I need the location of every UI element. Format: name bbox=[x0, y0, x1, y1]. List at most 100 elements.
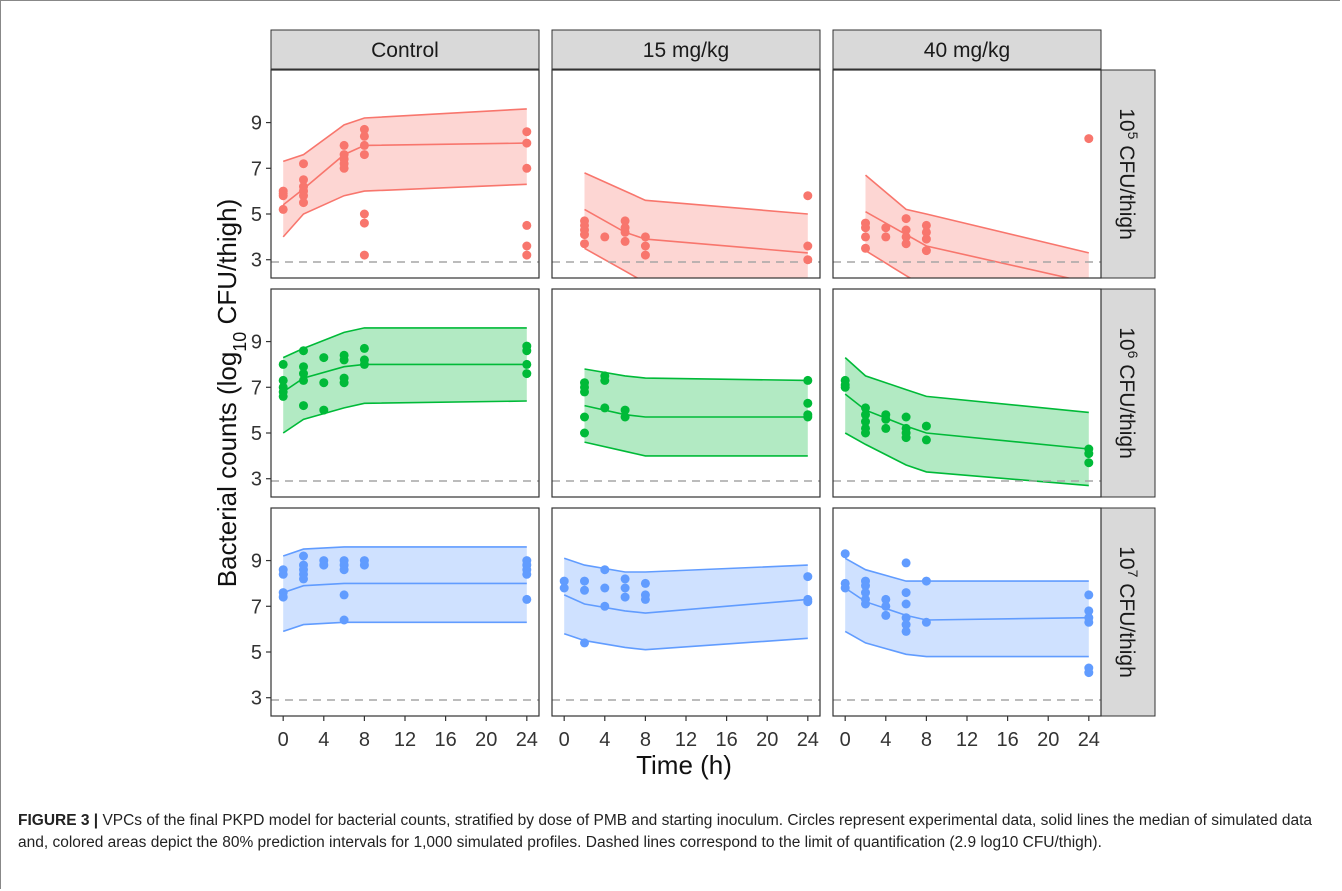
y-tick-label: 9 bbox=[251, 551, 262, 573]
data-point bbox=[921, 435, 931, 445]
data-point bbox=[299, 362, 308, 372]
lower-line bbox=[282, 400, 527, 434]
prediction-interval-band bbox=[564, 558, 808, 650]
x-tick-label: 20 bbox=[756, 729, 778, 751]
data-point bbox=[600, 375, 610, 385]
data-point bbox=[803, 255, 813, 265]
column-strip-2 bbox=[832, 29, 1102, 70]
row-strip-label-rest: CFU/thigh bbox=[1115, 139, 1138, 239]
y-axis-title-sub: 10 bbox=[230, 332, 250, 352]
x-tick-label: 24 bbox=[1078, 729, 1100, 751]
data-point bbox=[861, 428, 870, 438]
data-point bbox=[640, 594, 650, 604]
median-line bbox=[282, 363, 527, 393]
data-point bbox=[921, 227, 931, 237]
data-point bbox=[359, 218, 369, 228]
panel-plot-area bbox=[552, 557, 820, 701]
panel-background bbox=[552, 508, 820, 716]
data-point bbox=[861, 417, 870, 427]
data-point bbox=[840, 382, 850, 392]
data-point bbox=[522, 359, 532, 369]
data-point bbox=[339, 163, 349, 173]
panel-r2-c2: 0 4 8 12 16 20 24 bbox=[832, 507, 1102, 751]
data-point bbox=[1084, 606, 1094, 616]
data-point bbox=[861, 599, 870, 609]
panel-r1-c0: 3 5 7 9 bbox=[251, 288, 540, 498]
data-point bbox=[803, 241, 813, 251]
data-point bbox=[359, 209, 369, 219]
lower-line bbox=[865, 249, 912, 278]
panel-plot-area bbox=[833, 357, 1101, 487]
data-point bbox=[319, 353, 329, 363]
data-point bbox=[803, 572, 813, 582]
data-point bbox=[1084, 617, 1094, 627]
lower-line bbox=[844, 630, 1089, 658]
panel-plot-area bbox=[552, 368, 820, 482]
lower-line bbox=[563, 632, 808, 651]
data-point bbox=[299, 159, 308, 169]
data-point bbox=[299, 574, 308, 584]
data-point bbox=[522, 594, 532, 604]
data-point bbox=[881, 414, 891, 424]
y-tick-label: 5 bbox=[251, 642, 262, 664]
y-tick-label: 5 bbox=[251, 423, 262, 445]
data-point bbox=[803, 191, 813, 201]
row-strip-label-exp: 7 bbox=[1125, 570, 1141, 578]
y-tick-label: 9 bbox=[251, 332, 262, 354]
row-strip-label-1: 106 CFU/thigh bbox=[1115, 327, 1141, 459]
y-tick-label: 3 bbox=[251, 469, 262, 491]
data-point bbox=[620, 592, 630, 602]
data-point bbox=[359, 140, 369, 150]
row-strip-label-exp: 6 bbox=[1125, 351, 1141, 359]
x-tick-label: 4 bbox=[880, 729, 891, 751]
column-strip-label-1: 15 mg/kg bbox=[643, 39, 729, 62]
data-point bbox=[278, 375, 288, 385]
data-point bbox=[901, 225, 911, 235]
row-strip-label-exp: 5 bbox=[1125, 132, 1141, 140]
data-point bbox=[881, 232, 891, 242]
data-point bbox=[359, 343, 369, 353]
data-point bbox=[600, 601, 610, 611]
x-tick-label: 0 bbox=[840, 729, 851, 751]
data-point bbox=[861, 581, 870, 591]
panel-plot-area bbox=[271, 327, 539, 482]
y-tick-label: 7 bbox=[251, 158, 262, 180]
lower-line bbox=[584, 247, 639, 278]
x-tick-label: 8 bbox=[640, 729, 651, 751]
x-tick-label: 24 bbox=[516, 729, 538, 751]
x-axis-title: Time (h) bbox=[636, 750, 732, 780]
data-point bbox=[600, 232, 610, 242]
data-point bbox=[861, 243, 870, 253]
data-point bbox=[278, 204, 288, 214]
data-point bbox=[299, 346, 308, 356]
data-point bbox=[901, 599, 911, 609]
prediction-interval-band bbox=[845, 357, 1089, 486]
data-point bbox=[640, 250, 650, 260]
data-point bbox=[359, 359, 369, 369]
panel-plot-area bbox=[271, 546, 539, 701]
row-strip-0 bbox=[1100, 69, 1156, 279]
data-point bbox=[840, 583, 850, 593]
data-point bbox=[522, 241, 532, 251]
data-point bbox=[319, 405, 329, 415]
median-line bbox=[584, 208, 808, 254]
panel-r0-c1 bbox=[551, 69, 821, 279]
data-point bbox=[278, 592, 288, 602]
data-point bbox=[339, 140, 349, 150]
column-strip-1 bbox=[551, 29, 821, 70]
y-tick-label: 5 bbox=[251, 204, 262, 226]
data-point bbox=[1084, 458, 1094, 468]
panel-border bbox=[270, 69, 540, 279]
data-point bbox=[600, 403, 610, 413]
data-point bbox=[901, 620, 911, 630]
data-point bbox=[881, 594, 891, 604]
row-strip-label-rest: CFU/thigh bbox=[1115, 577, 1138, 677]
x-tick-label: 8 bbox=[359, 729, 370, 751]
data-point bbox=[901, 239, 911, 249]
data-point bbox=[339, 378, 349, 388]
column-strip-label-2: 40 mg/kg bbox=[924, 39, 1010, 62]
row-strip-label-2: 107 CFU/thigh bbox=[1115, 546, 1141, 678]
panel-background bbox=[271, 70, 539, 278]
panel-border bbox=[551, 69, 821, 279]
data-point bbox=[339, 565, 349, 575]
